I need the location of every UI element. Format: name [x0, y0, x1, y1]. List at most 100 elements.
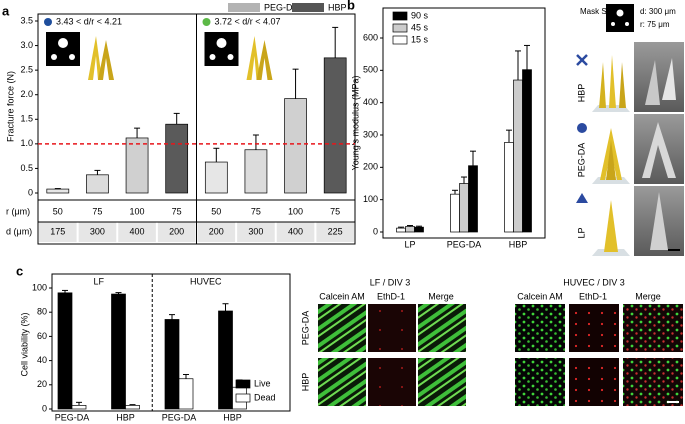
column-label: Merge — [428, 291, 454, 301]
bar — [165, 123, 189, 194]
micrograph — [368, 304, 416, 352]
bar — [111, 293, 126, 410]
table-d: 200 — [169, 226, 184, 236]
table-r: 100 — [130, 206, 145, 216]
sem-spike — [642, 122, 676, 178]
sem-spike — [645, 60, 660, 105]
micrograph — [569, 304, 619, 352]
column-label: EthD-1 — [377, 291, 405, 301]
y-tick-label: 0 — [373, 226, 378, 236]
marker-circle — [577, 123, 587, 133]
mask-hole — [227, 54, 234, 60]
bar — [164, 319, 180, 410]
structure-render — [98, 40, 114, 80]
y-axis-label: Cell viability (%) — [19, 312, 29, 376]
bar — [522, 69, 532, 233]
column-label: Calcein AM — [517, 291, 563, 301]
y-tick-label: 600 — [363, 32, 378, 42]
bar — [71, 405, 87, 410]
x-tick-label: LP — [404, 239, 415, 249]
column-label: EthD-1 — [579, 291, 607, 301]
table-row-label: d (μm) — [6, 226, 32, 236]
legend-swatch — [392, 23, 408, 33]
table-r: 75 — [92, 206, 102, 216]
r-spec: r: 75 μm — [640, 20, 670, 29]
d-spec: d: 300 μm — [640, 7, 676, 16]
plot-frame — [382, 7, 546, 239]
legend-swatch — [235, 393, 251, 403]
table-d: 400 — [130, 226, 145, 236]
micrograph — [515, 304, 565, 352]
table-cell — [276, 222, 315, 242]
bar — [459, 183, 469, 233]
row-label: PEG-DA — [300, 311, 310, 346]
marker-cross — [576, 54, 588, 66]
annotation: 3.43 < d/r < 4.21 — [56, 16, 122, 26]
annotation-marker — [202, 18, 211, 26]
legend-label: PEG-DA — [264, 2, 299, 12]
bar — [414, 226, 424, 233]
mask-hole — [58, 38, 68, 48]
y-tick-label: 100 — [363, 194, 378, 204]
table-d: 175 — [50, 226, 65, 236]
legend-swatch — [392, 11, 408, 21]
y-tick-label: 2.5 — [20, 65, 33, 75]
bar — [244, 149, 268, 194]
micrograph — [318, 304, 366, 352]
y-tick-label: 60 — [37, 331, 47, 341]
mask-hole — [216, 38, 227, 48]
legend-label: 45 s — [411, 22, 429, 32]
y-tick-label: 2.0 — [20, 89, 33, 99]
table-d: 300 — [248, 226, 263, 236]
mask-hole — [51, 54, 57, 60]
micrograph — [623, 304, 683, 352]
y-tick-label: 400 — [363, 97, 378, 107]
bar — [125, 405, 140, 410]
y-tick-label: 20 — [37, 379, 47, 389]
row-label: LP — [576, 227, 586, 238]
sem-spike — [662, 58, 676, 100]
micrograph — [623, 358, 683, 406]
y-tick-label: 3.5 — [20, 15, 33, 25]
panel-label: b — [347, 0, 355, 12]
mask-icon — [46, 32, 80, 66]
block-title: LF / DIV 3 — [370, 277, 411, 287]
group-label: HUVEC — [190, 276, 222, 286]
table-r: 75 — [251, 206, 261, 216]
y-tick-label: 100 — [32, 282, 47, 292]
table-r: 100 — [288, 206, 303, 216]
x-tick-label: HBP — [509, 239, 528, 249]
table-cell — [157, 222, 196, 242]
table-r: 75 — [330, 206, 340, 216]
table-cell — [39, 222, 77, 242]
group-label: LF — [93, 276, 104, 286]
bar — [396, 227, 406, 233]
block-title: HUVEC / DIV 3 — [563, 277, 625, 287]
bar — [284, 98, 307, 194]
y-axis-label: Fracture force (N) — [5, 71, 15, 142]
table-d: 225 — [328, 226, 343, 236]
mask-hole — [69, 54, 75, 60]
bar — [405, 226, 415, 233]
micrograph — [515, 358, 565, 406]
micrograph — [368, 358, 416, 406]
row-label: HBP — [300, 373, 310, 392]
table-cell — [78, 222, 117, 242]
table-cell — [197, 222, 236, 242]
sem-image — [634, 114, 684, 184]
table-cell — [316, 222, 354, 242]
y-tick-label: 0 — [42, 403, 47, 413]
annotation-marker — [44, 18, 52, 26]
pegda-render — [592, 128, 630, 184]
legend-label: Dead — [254, 392, 276, 402]
bar — [125, 137, 149, 194]
mask-hole — [625, 22, 629, 26]
panel-label: c — [16, 263, 23, 278]
y-tick-label: 40 — [37, 355, 47, 365]
x-tick-label: PEG-DA — [55, 412, 90, 422]
y-tick-label: 1.5 — [20, 114, 33, 124]
sem-spike — [650, 192, 668, 250]
micrographs: LF / DIV 3 HUVEC / DIV 3 Calcein AM EthD… — [300, 277, 683, 406]
structure-render — [246, 36, 261, 80]
